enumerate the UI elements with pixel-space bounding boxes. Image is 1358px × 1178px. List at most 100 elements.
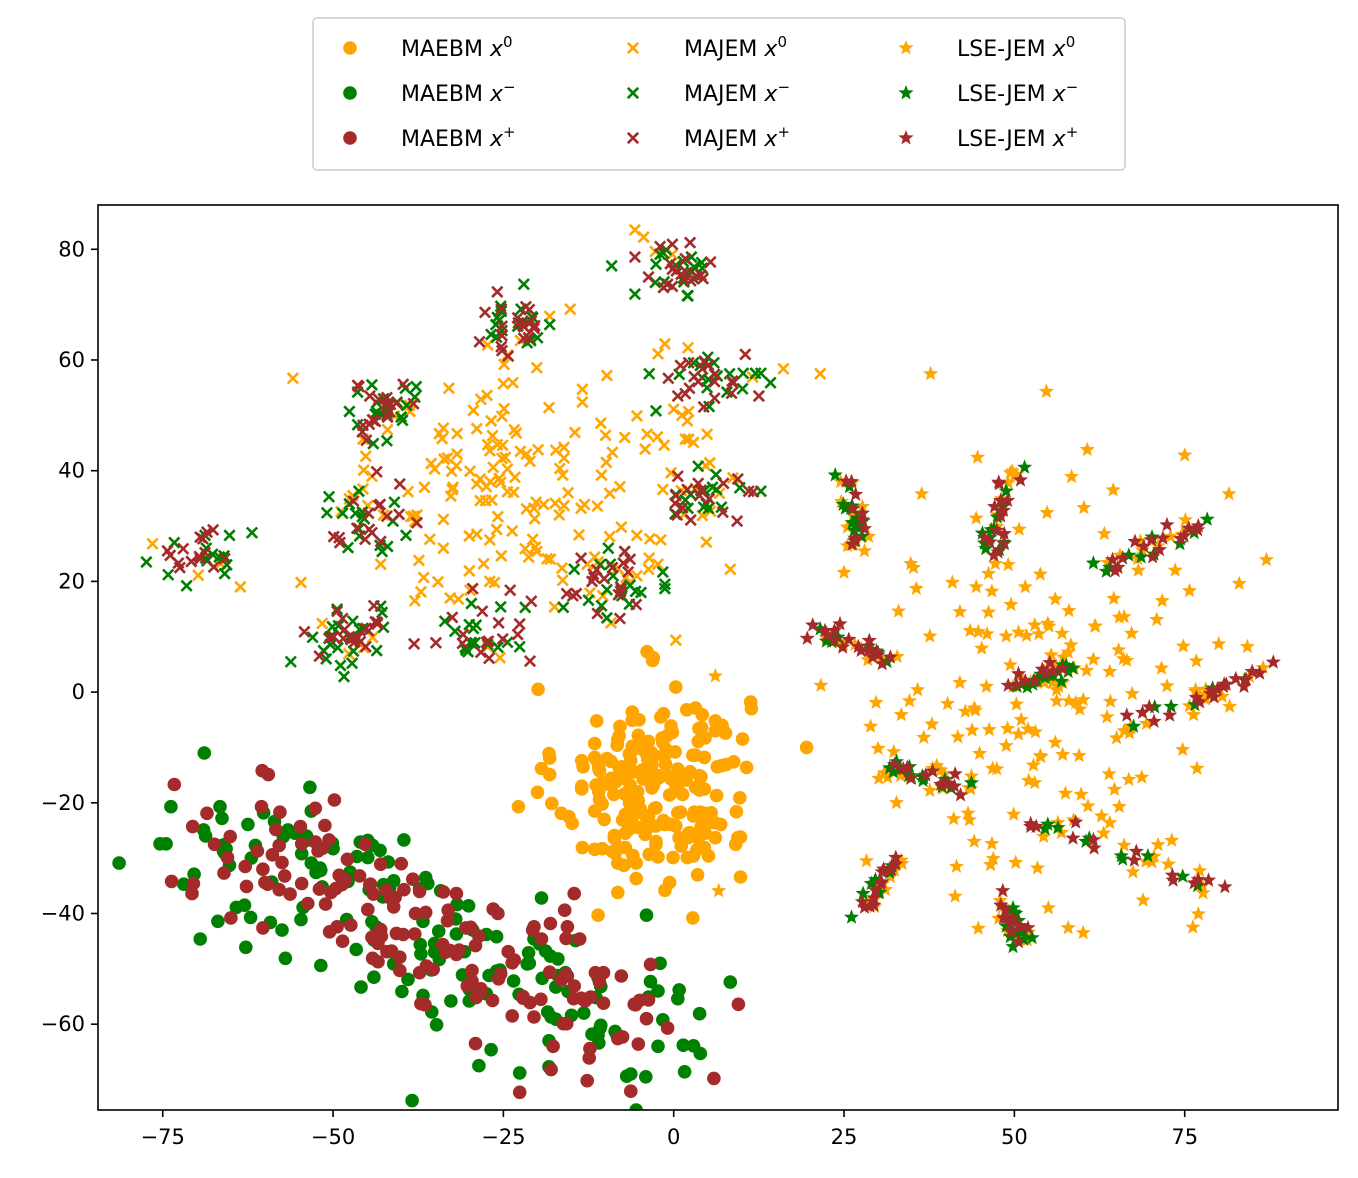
data-point: [542, 401, 556, 414]
data-point: [1016, 931, 1032, 946]
data-point: [679, 252, 692, 265]
data-point: [278, 951, 293, 966]
data-point: [399, 529, 413, 542]
data-point: [1130, 550, 1146, 566]
data-point: [944, 574, 960, 589]
data-point: [630, 529, 644, 542]
data-point: [322, 925, 337, 939]
data-point: [576, 760, 590, 774]
data-point: [557, 499, 571, 512]
data-point: [1244, 663, 1260, 679]
data-point: [1214, 688, 1230, 703]
data-point: [847, 636, 863, 651]
data-point: [410, 516, 424, 529]
data-point: [167, 777, 182, 792]
data-point: [618, 431, 631, 444]
data-point: [869, 643, 885, 658]
data-point: [347, 644, 360, 658]
data-point: [671, 991, 685, 1006]
data-point: [389, 926, 404, 941]
data-point: [314, 958, 328, 973]
data-point: [985, 850, 1001, 866]
data-point: [223, 829, 237, 844]
data-point: [1012, 472, 1029, 487]
data-point: [1023, 815, 1039, 831]
data-point: [193, 932, 207, 946]
data-point: [491, 641, 505, 654]
data-point: [1065, 660, 1081, 675]
data-point: [914, 485, 930, 501]
data-point: [1187, 696, 1203, 712]
data-point: [629, 871, 643, 886]
data-point: [528, 319, 541, 332]
data-point: [677, 1065, 692, 1079]
data-point: [448, 625, 462, 638]
data-point: [1231, 575, 1247, 591]
data-point: [643, 974, 658, 989]
data-point: [478, 306, 492, 319]
data-point: [366, 631, 379, 644]
data-point: [1055, 660, 1071, 676]
data-point: [381, 423, 394, 436]
data-point: [867, 882, 883, 897]
data-point: [1188, 653, 1204, 668]
data-point: [331, 641, 344, 654]
data-point: [444, 994, 458, 1008]
data-point: [1155, 530, 1171, 545]
data-point: [1106, 590, 1122, 605]
data-point: [982, 534, 998, 549]
data-point: [1073, 786, 1089, 801]
data-point: [1042, 654, 1058, 670]
data-point: [592, 761, 606, 776]
data-point: [1038, 383, 1054, 398]
data-point: [871, 884, 888, 899]
data-point: [1181, 582, 1198, 598]
data-point: [599, 429, 612, 442]
data-point: [605, 259, 618, 273]
data-point: [658, 337, 672, 351]
data-point: [673, 805, 688, 819]
data-point: [522, 550, 535, 564]
data-point: [697, 400, 710, 414]
data-point: [1053, 673, 1069, 689]
data-point: [863, 718, 879, 733]
data-point: [580, 1073, 594, 1088]
data-point: [1005, 938, 1021, 954]
data-point: [1111, 798, 1127, 814]
data-point: [1135, 892, 1151, 907]
data-point: [1130, 562, 1146, 577]
data-point: [726, 755, 741, 769]
data-point: [1040, 900, 1056, 915]
data-point: [523, 455, 537, 468]
data-point: [952, 787, 969, 802]
data-point: [946, 778, 962, 793]
data-point: [814, 367, 827, 380]
data-point: [540, 552, 554, 565]
data-point: [833, 473, 849, 489]
data-point: [1190, 906, 1206, 921]
data-point: [484, 1042, 498, 1057]
legend-item: MAJEM x0: [626, 33, 787, 62]
data-point: [613, 612, 627, 625]
data-point: [450, 459, 463, 472]
data-point: [664, 257, 677, 270]
data-point: [1190, 871, 1206, 887]
data-point: [557, 903, 572, 917]
data-point: [1065, 830, 1081, 845]
data-point: [186, 876, 201, 891]
data-point: [886, 756, 903, 772]
data-point: [651, 430, 664, 444]
data-point: [488, 576, 501, 589]
data-point: [657, 247, 670, 260]
data-point: [198, 829, 213, 843]
data-point: [1085, 555, 1101, 570]
data-point: [653, 240, 667, 253]
data-point: [243, 910, 258, 925]
data-point: [669, 819, 683, 833]
data-point: [967, 702, 984, 717]
data-point: [1215, 678, 1232, 693]
data-point: [1012, 918, 1028, 934]
data-point: [597, 812, 611, 827]
data-point: [497, 358, 511, 371]
data-point: [844, 536, 860, 551]
